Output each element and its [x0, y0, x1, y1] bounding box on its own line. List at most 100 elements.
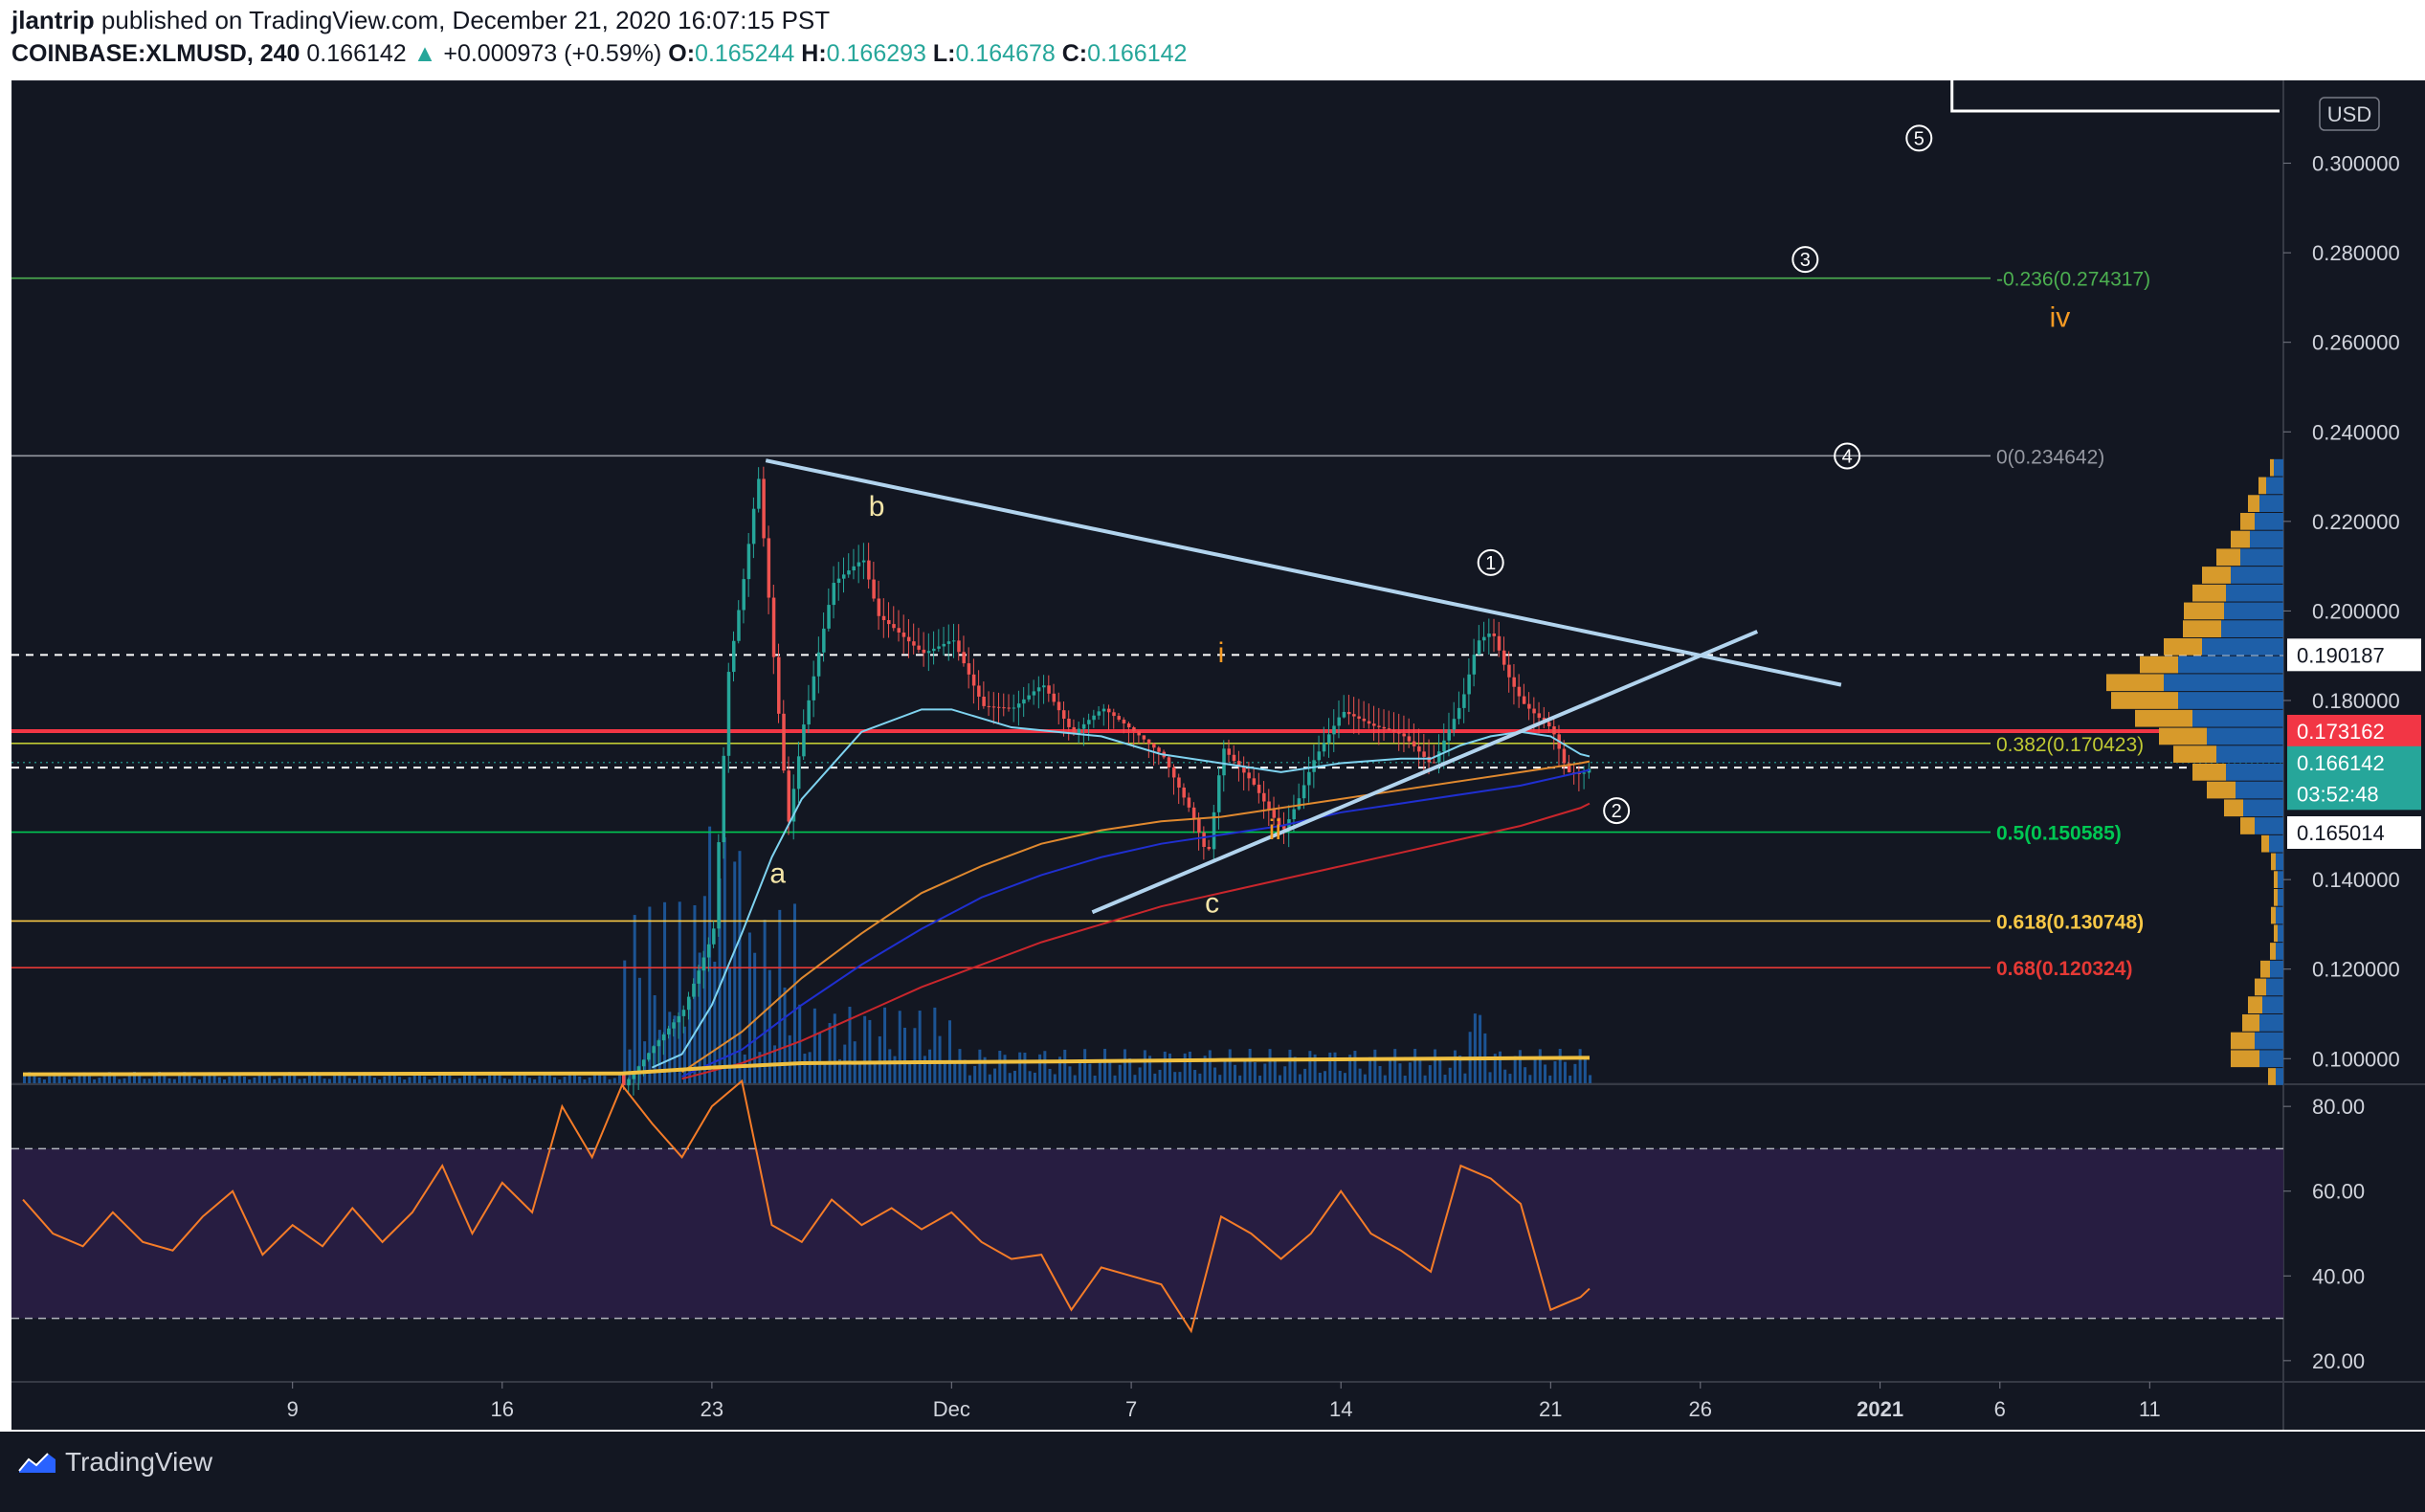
volume-bar — [723, 836, 726, 1083]
fib-label-4: 0.618(0.130748) — [1996, 911, 2144, 933]
candle-body — [827, 605, 831, 629]
vp-bar-up — [2243, 799, 2283, 817]
volume-bar — [102, 1073, 106, 1083]
volume-bar — [82, 1072, 86, 1083]
volume-bar — [973, 1065, 977, 1083]
candle-body — [926, 651, 931, 654]
candle-body — [697, 970, 701, 984]
candle-body — [1101, 708, 1106, 712]
candle-body — [791, 789, 796, 822]
price-tick-label: 0.200000 — [2312, 599, 2400, 623]
volume-bar — [1373, 1049, 1377, 1083]
candle-body — [847, 570, 851, 575]
volume-bar — [132, 1072, 136, 1083]
candle-body — [1191, 807, 1196, 819]
candle-body — [1112, 712, 1116, 717]
candle-body — [1301, 785, 1306, 799]
vp-bar-down — [2224, 799, 2243, 817]
fib-label-3: 0.5(0.150585) — [1996, 823, 2122, 845]
candle-body — [622, 1074, 626, 1086]
volume-bar — [1283, 1066, 1287, 1083]
vp-bar-up — [2224, 602, 2283, 620]
volume-bar — [288, 1072, 292, 1083]
time-tick-label-8: 2021 — [1857, 1397, 1903, 1421]
volume-bar — [233, 1072, 236, 1083]
volume-bar — [733, 861, 737, 1083]
candle-body — [1307, 771, 1311, 786]
volume-bar — [1078, 1059, 1081, 1083]
volume-bar — [988, 1074, 991, 1083]
ema-blue-line — [681, 768, 1591, 1078]
price-badge-label-2: 0.166142 — [2297, 751, 2385, 775]
volume-bar — [217, 1077, 221, 1083]
volume-bar — [1423, 1075, 1427, 1083]
volume-bar — [1413, 1049, 1417, 1083]
candle-body — [686, 996, 691, 1011]
volume-bar — [763, 920, 767, 1083]
price-badge-2 — [2287, 745, 2421, 779]
candle-body — [1002, 707, 1006, 709]
high-value: 0.166293 — [826, 40, 926, 67]
time-tick-label-1: 16 — [491, 1397, 514, 1421]
symbol-legend: COINBASE:XLMUSD, 240 0.166142 ▲ +0.00097… — [11, 40, 1187, 68]
volume-bar — [323, 1078, 326, 1083]
candle-body — [1187, 797, 1191, 808]
candle-body — [1122, 719, 1126, 723]
price-chart-svg[interactable]: -0.236(0.274317) 0(0.234642) 0.382(0.17042… — [11, 80, 2425, 1430]
volume-bar — [268, 1076, 272, 1083]
volume-bar — [338, 1072, 342, 1083]
volume-bar — [423, 1076, 427, 1083]
vp-bar-down — [2231, 1050, 2259, 1068]
volume-bar — [1453, 1050, 1457, 1083]
candle-body — [1312, 760, 1316, 772]
vp-bar-down — [2159, 727, 2207, 745]
volume-bar — [993, 1068, 997, 1083]
volume-bar — [367, 1073, 371, 1083]
volume-bar — [1178, 1072, 1182, 1083]
ema-orange-line — [681, 760, 1591, 1074]
candle-body — [1217, 775, 1221, 812]
volume-bar — [498, 1074, 501, 1083]
volume-bar — [933, 1007, 937, 1083]
volume-bar — [293, 1075, 297, 1083]
author-name[interactable]: jlantrip — [11, 6, 95, 34]
volume-bar — [1068, 1066, 1072, 1083]
candle-body — [1432, 762, 1436, 764]
tradingview-logo[interactable]: TradingView — [17, 1447, 212, 1478]
candle-body — [1171, 767, 1176, 778]
price-tick-label: 0.280000 — [2312, 241, 2400, 265]
vp-bar-down — [2207, 781, 2236, 799]
candle-body — [937, 646, 941, 649]
volume-bar — [893, 1056, 897, 1083]
price-tick-label: 0.220000 — [2312, 510, 2400, 534]
rsi-tick-label-0: 80.00 — [2312, 1095, 2365, 1119]
candle-body — [1022, 699, 1026, 704]
volume-bar — [1443, 1075, 1447, 1083]
symbol-name: COINBASE:XLMUSD, 240 — [11, 40, 300, 67]
candle-body — [1522, 696, 1526, 704]
candle-body — [917, 645, 921, 650]
price-badge-1 — [2287, 714, 2421, 747]
time-tick-label-2: 23 — [701, 1397, 723, 1421]
chart-area[interactable]: -0.236(0.274317) 0(0.234642) 0.382(0.17042… — [11, 80, 2425, 1430]
volume-bar — [728, 967, 732, 1083]
volume-bar — [1038, 1054, 1042, 1083]
volume-bar — [702, 896, 706, 1083]
vp-bar-down — [2192, 584, 2226, 602]
volume-bar — [433, 1078, 436, 1083]
volume-bar — [158, 1072, 162, 1083]
volume-bar — [883, 1007, 887, 1083]
price-tick-label: 0.100000 — [2312, 1047, 2400, 1071]
candle-body — [677, 1015, 680, 1023]
candle-body — [706, 944, 711, 958]
vp-bar-up — [2164, 674, 2283, 692]
volume-bar — [913, 1028, 917, 1083]
volume-bar — [798, 1004, 802, 1083]
volume-bar — [1058, 1056, 1062, 1083]
candle-body — [1537, 713, 1542, 719]
volume-bar — [943, 1062, 946, 1083]
fib-label-5: 0.68(0.120324) — [1996, 958, 2132, 980]
volume-bar — [462, 1074, 466, 1083]
volume-bar — [567, 1072, 571, 1083]
volume-bar — [1558, 1049, 1562, 1083]
